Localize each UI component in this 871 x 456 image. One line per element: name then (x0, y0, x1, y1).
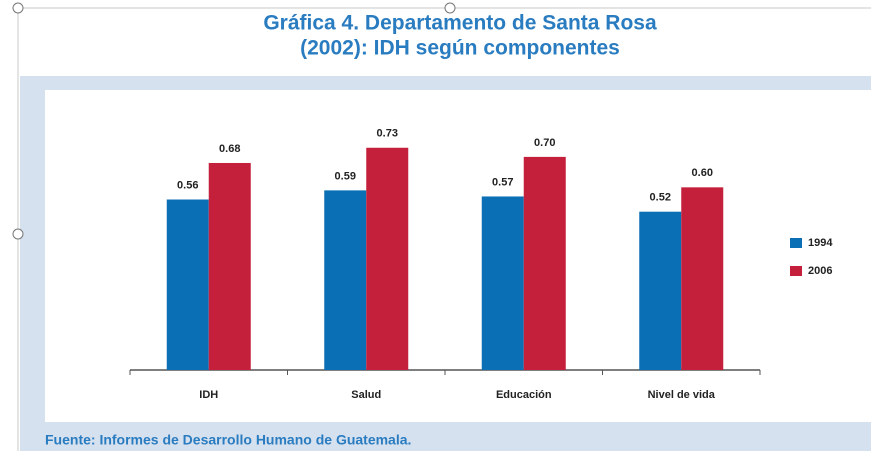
data-label: 0.56 (177, 179, 198, 191)
legend-swatch (790, 266, 802, 276)
data-label: 0.60 (692, 167, 713, 179)
x-tick-label: Nivel de vida (648, 389, 716, 401)
data-label: 0.73 (377, 128, 398, 140)
bar (639, 211, 682, 370)
bar (166, 199, 209, 370)
data-label: 0.57 (492, 176, 513, 188)
bar (681, 187, 724, 370)
bar (366, 147, 409, 370)
data-label: 0.70 (534, 137, 555, 149)
bar (481, 196, 524, 370)
selection-handle (12, 2, 24, 14)
x-tick-label: Educación (496, 389, 552, 401)
selection-handle (444, 2, 456, 14)
bar (324, 190, 367, 370)
x-tick-label: IDH (199, 389, 218, 401)
source-note: Fuente: Informes de Desarrollo Humano de… (45, 432, 411, 448)
data-label: 0.52 (650, 192, 671, 204)
legend-swatch (790, 238, 802, 248)
legend-label: 1994 (808, 237, 833, 249)
data-label: 0.68 (219, 143, 240, 155)
legend-label: 2006 (808, 265, 832, 277)
chart-title: Gráfica 4. Departamento de Santa Rosa (263, 12, 657, 35)
chart-title: (2002): IDH según componentes (300, 37, 620, 60)
x-tick-label: Salud (351, 389, 381, 401)
data-label: 0.59 (335, 170, 356, 182)
bar (523, 156, 566, 370)
selection-handle (12, 228, 24, 240)
bar (208, 162, 251, 370)
